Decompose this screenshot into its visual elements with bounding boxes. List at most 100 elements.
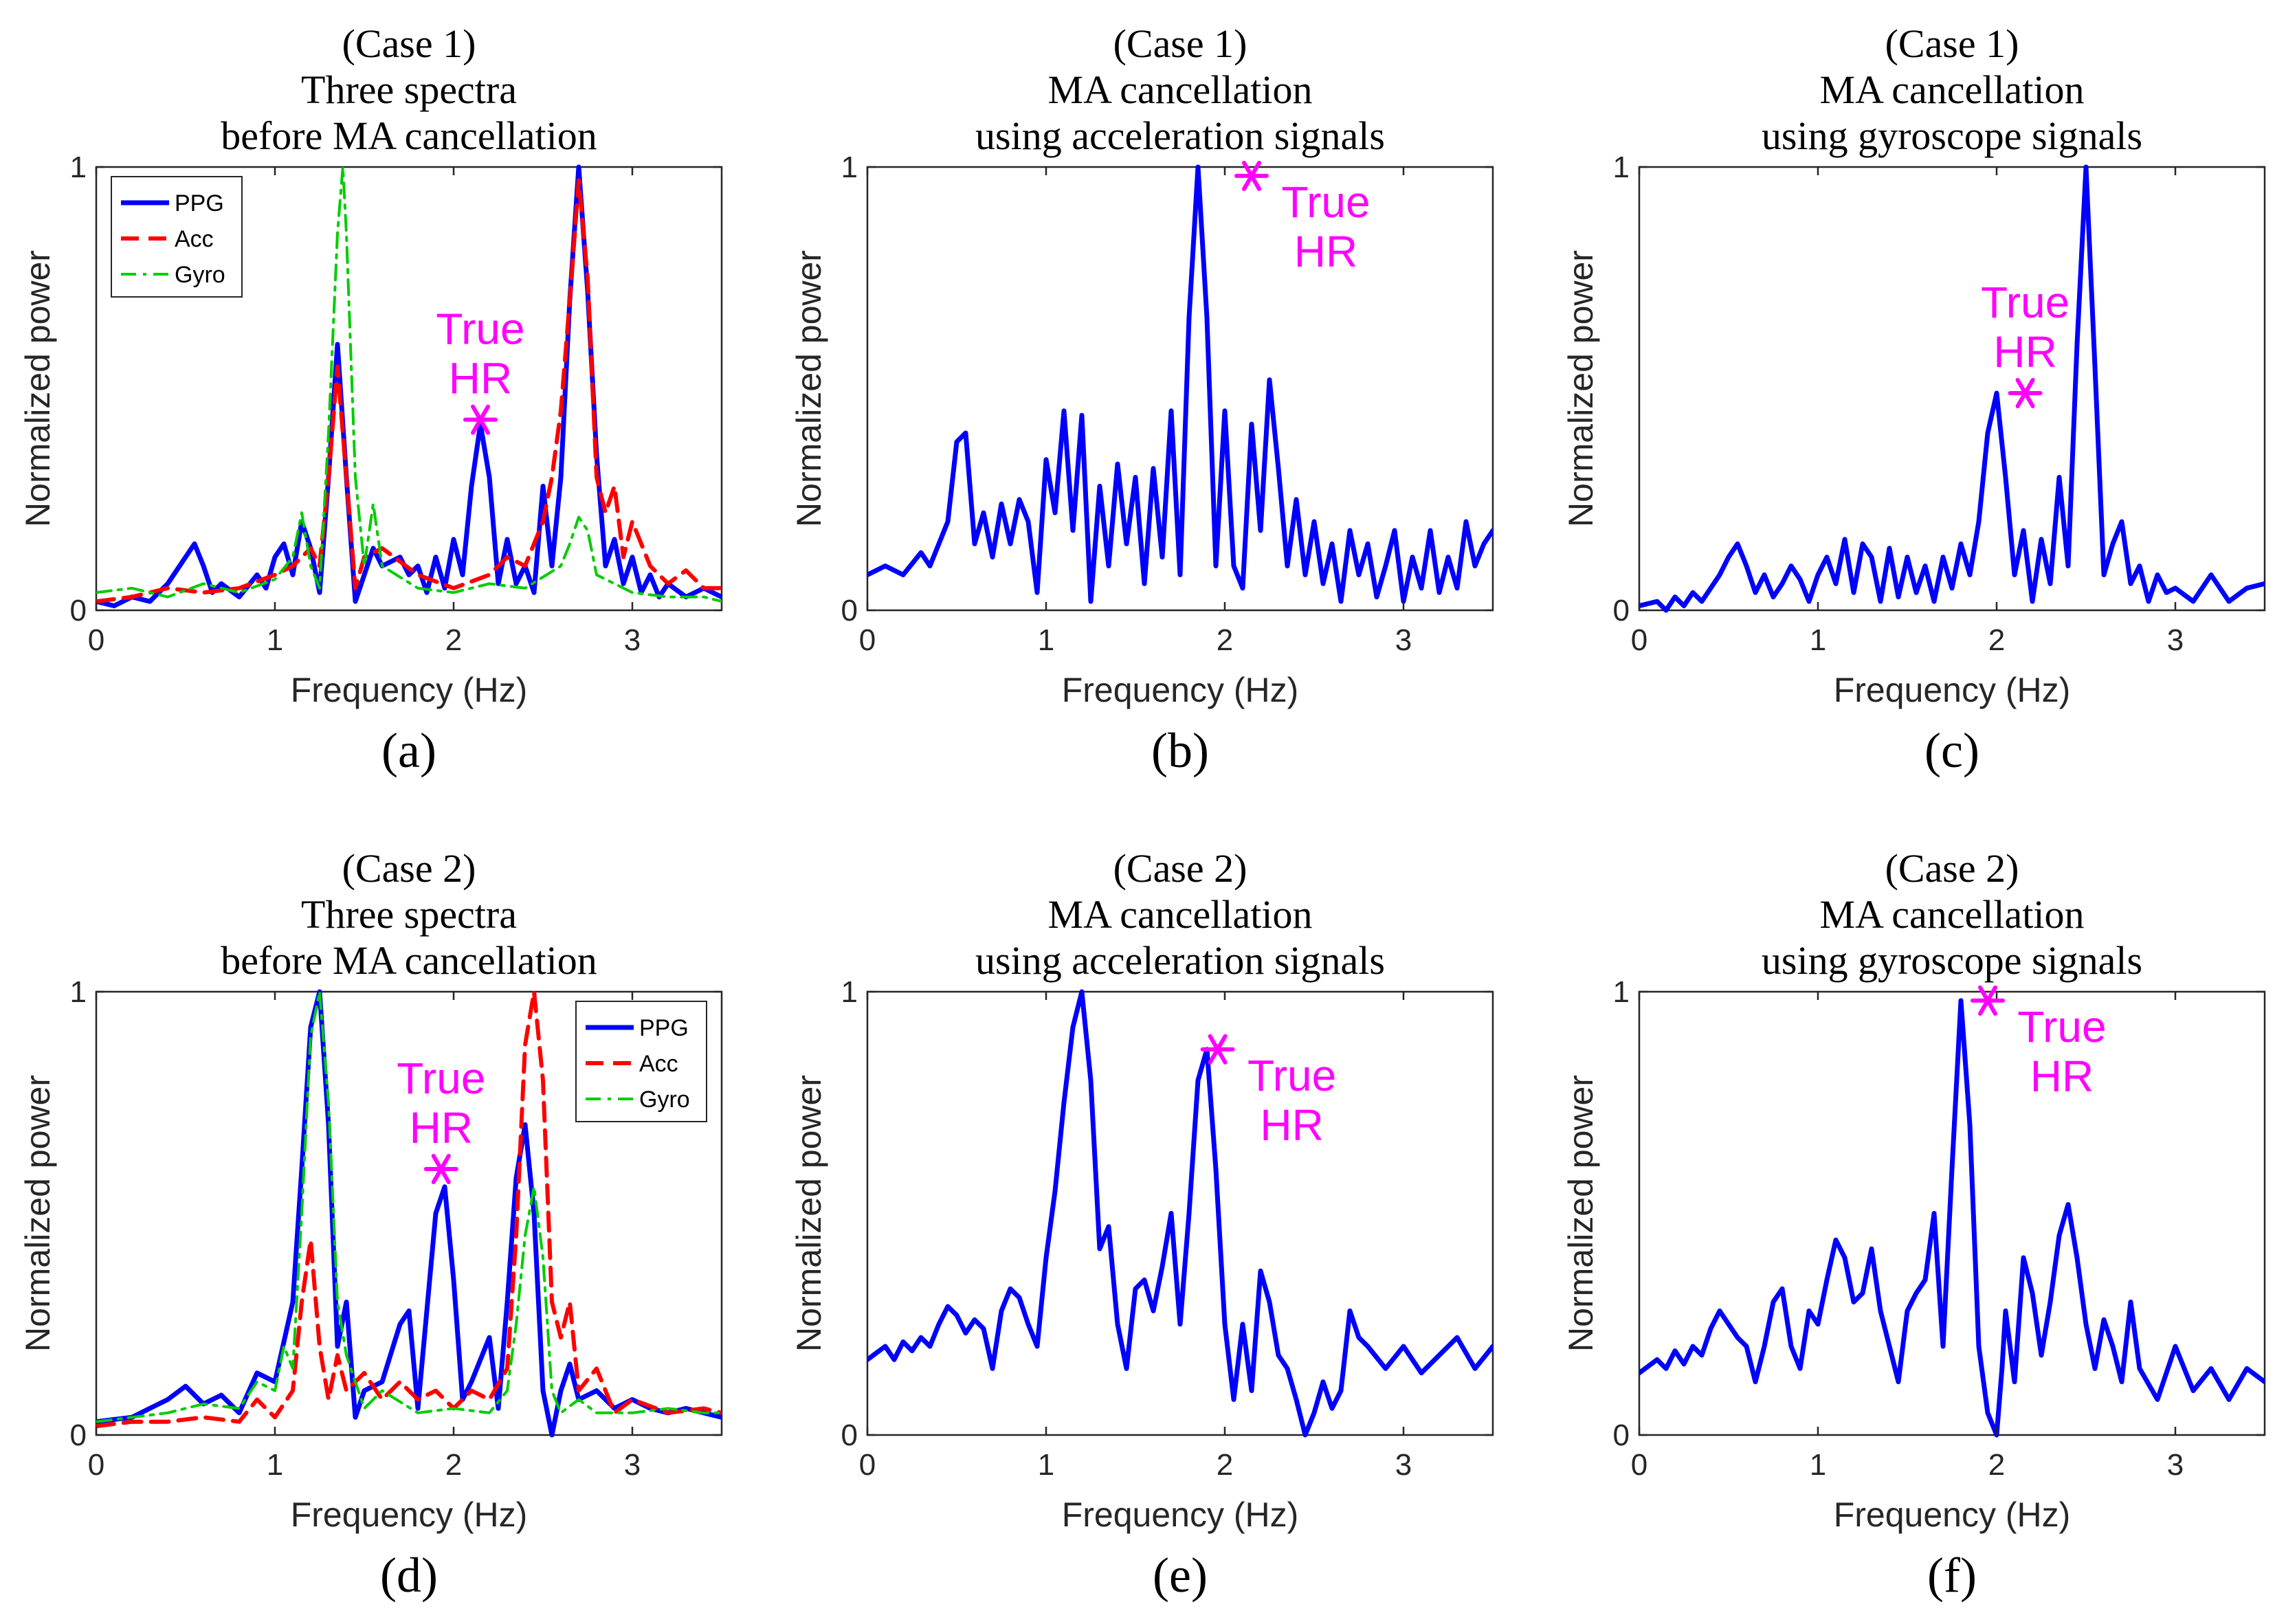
- true-hr-label: True: [436, 304, 524, 354]
- x-axis-label: Frequency (Hz): [1834, 1495, 2071, 1534]
- x-axis-label: Frequency (Hz): [1062, 671, 1299, 709]
- panel-label: (d): [380, 1548, 438, 1603]
- y-tick-label: 1: [841, 975, 858, 1009]
- panel-title-line: MA cancellation: [1048, 67, 1313, 112]
- y-tick-label: 0: [1613, 1419, 1630, 1452]
- plot-area: [866, 990, 1494, 1436]
- panel-title-line: Three spectra: [301, 892, 517, 937]
- y-tick-label: 0: [841, 1419, 858, 1452]
- x-tick-label: 3: [624, 1448, 641, 1482]
- x-tick-label: 3: [624, 623, 641, 657]
- panel-title-line: before MA cancellation: [221, 113, 597, 158]
- y-tick-label: 1: [1613, 975, 1630, 1009]
- true-hr-marker: [1208, 1034, 1228, 1065]
- panel-title-line: MA cancellation: [1820, 892, 2085, 937]
- x-tick-label: 0: [859, 1448, 876, 1482]
- y-tick-label: 1: [70, 975, 87, 1009]
- x-tick-label: 0: [1631, 1448, 1647, 1482]
- true-hr-label: HR: [1294, 227, 1357, 276]
- legend: PPG Acc Gyro: [111, 176, 243, 298]
- y-axis-label: Normalized power: [19, 1075, 57, 1352]
- y-tick-label: 1: [841, 151, 858, 184]
- x-tick-label: 1: [267, 623, 283, 657]
- y-tick-label: 0: [841, 594, 858, 627]
- y-axis-label: Normalized power: [19, 250, 57, 527]
- series-line-ppg: [867, 989, 1493, 1438]
- panel-title-line: using gyroscope signals: [1762, 113, 2142, 158]
- y-tick-label: 0: [70, 1419, 87, 1452]
- legend-label: Gyro: [175, 262, 225, 288]
- true-hr-label: HR: [1260, 1100, 1323, 1150]
- x-tick-label: 2: [445, 1448, 462, 1482]
- plot-area: [1638, 166, 2266, 612]
- series-line-gyro: [96, 166, 722, 603]
- series-line-acc: [96, 178, 722, 604]
- panel-label: (e): [1153, 1548, 1208, 1603]
- y-axis-label: Normalized power: [1562, 1075, 1600, 1352]
- true-hr-label: HR: [449, 354, 512, 403]
- legend-label: Acc: [639, 1051, 678, 1077]
- panel-title-line: (Case 2): [1113, 846, 1247, 891]
- legend: PPG Acc Gyro: [575, 1001, 707, 1122]
- x-axis-label: Frequency (Hz): [1062, 1495, 1299, 1534]
- x-tick-label: 1: [267, 1448, 283, 1482]
- y-axis-label: Normalized power: [790, 1075, 828, 1352]
- series-line-ppg: [96, 989, 722, 1438]
- y-axis-label: Normalized power: [1562, 250, 1600, 527]
- y-axis-label: Normalized power: [790, 250, 828, 527]
- x-tick-label: 2: [1217, 1448, 1233, 1482]
- true-hr-marker: [2015, 377, 2035, 409]
- panel-label: (b): [1151, 723, 1209, 778]
- true-hr-label: True: [397, 1054, 485, 1103]
- panel-label: (f): [1927, 1548, 1977, 1603]
- x-tick-label: 3: [2167, 1448, 2184, 1482]
- legend-label: Acc: [175, 226, 214, 252]
- x-tick-label: 0: [1631, 623, 1647, 657]
- panel-title-line: using acceleration signals: [975, 938, 1385, 983]
- panel-label: (c): [1924, 723, 1979, 778]
- legend-box: [111, 176, 243, 298]
- x-tick-label: 3: [1395, 1448, 1412, 1482]
- true-hr-label: True: [1981, 278, 2069, 327]
- x-tick-label: 1: [1810, 1448, 1826, 1482]
- y-tick-label: 0: [70, 594, 87, 627]
- panel-title-line: (Case 1): [1113, 21, 1247, 66]
- true-hr-label: True: [1281, 177, 1370, 227]
- y-tick-label: 1: [70, 151, 87, 184]
- panel-title-line: before MA cancellation: [221, 938, 597, 983]
- x-tick-label: 2: [1988, 1448, 2005, 1482]
- panel-title-line: (Case 1): [1885, 21, 2019, 66]
- legend-label: PPG: [639, 1015, 689, 1041]
- series-line-ppg: [1639, 998, 2265, 1438]
- y-tick-label: 0: [1613, 594, 1630, 627]
- series-line-gyro: [96, 990, 722, 1423]
- series-line-ppg: [867, 164, 1493, 604]
- panel-title-line: using gyroscope signals: [1762, 938, 2142, 983]
- panel-title-line: using acceleration signals: [975, 113, 1385, 158]
- true-hr-marker: [1978, 985, 1997, 1016]
- panel-label: (a): [381, 723, 436, 778]
- true-hr-marker: [1242, 160, 1261, 191]
- x-tick-label: 2: [1217, 623, 1233, 657]
- panel-title-line: (Case 1): [342, 21, 476, 66]
- x-tick-label: 0: [88, 623, 104, 657]
- series-line-acc: [96, 990, 722, 1429]
- series-line-ppg: [96, 164, 722, 608]
- panel-title-line: MA cancellation: [1048, 892, 1313, 937]
- y-tick-label: 1: [1613, 151, 1630, 184]
- x-tick-label: 1: [1038, 623, 1054, 657]
- x-axis-label: Frequency (Hz): [291, 671, 528, 709]
- x-tick-label: 3: [2167, 623, 2184, 657]
